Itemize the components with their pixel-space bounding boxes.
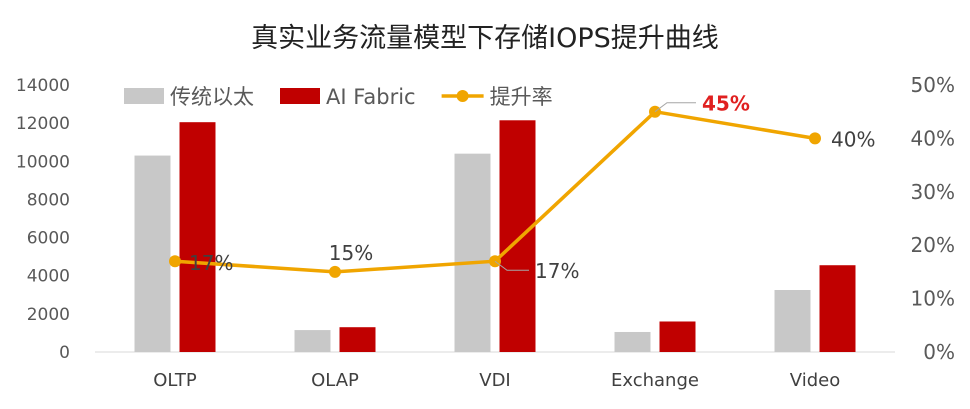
- line-point: [169, 255, 181, 268]
- legend-swatch: [124, 88, 164, 104]
- data-label: 17%: [189, 251, 233, 275]
- category-label: Exchange: [611, 370, 699, 391]
- bar-ai-fabric: [819, 265, 856, 352]
- line-point: [329, 265, 341, 278]
- left-tick-label: 6000: [27, 229, 70, 249]
- bar-ai-fabric: [659, 321, 696, 352]
- bar-ai-fabric: [339, 327, 376, 352]
- left-tick-label: 0: [59, 343, 70, 363]
- line-path: [174, 109, 816, 274]
- category-labels: OLTP OLAP VDI Exchange Video: [153, 370, 840, 391]
- bar-ai-fabric: [179, 122, 216, 352]
- left-axis-ticks: 0 2000 4000 6000 8000 10000 12000 14000: [16, 76, 70, 363]
- right-axis-ticks: 0% 10% 20% 30% 40% 50%: [911, 73, 955, 364]
- bar-ethernet: [614, 331, 651, 352]
- bar-ai-fabric: [499, 120, 536, 353]
- legend-label: AI Fabric: [326, 85, 416, 109]
- right-tick-label: 20%: [911, 233, 955, 257]
- bar-ethernet: [774, 290, 811, 352]
- left-tick-label: 4000: [27, 267, 70, 287]
- bar-ethernet: [454, 153, 491, 352]
- data-label: 45%: [702, 92, 750, 116]
- label-leader-line: [494, 260, 529, 271]
- left-tick-label: 14000: [16, 76, 70, 96]
- line-series: 17% 15% 17% 45% 40%: [169, 92, 875, 283]
- category-label: OLTP: [153, 370, 197, 391]
- left-tick-label: 12000: [16, 114, 70, 134]
- right-tick-label: 0%: [923, 340, 955, 364]
- right-tick-label: 40%: [911, 126, 955, 150]
- legend-label: 提升率: [490, 85, 553, 109]
- left-tick-label: 2000: [27, 305, 70, 325]
- line-point: [809, 132, 821, 145]
- chart-title: 真实业务流量模型下存储IOPS提升曲线: [251, 23, 719, 54]
- legend-label: 传统以太: [170, 85, 254, 109]
- label-leader-line: [654, 102, 696, 113]
- data-label: 40%: [831, 127, 875, 151]
- data-label: 15%: [329, 241, 373, 265]
- data-label: 17%: [535, 259, 579, 283]
- right-tick-label: 10%: [911, 287, 955, 311]
- left-tick-label: 10000: [16, 152, 70, 172]
- bar-ethernet: [134, 155, 171, 352]
- bar-ethernet: [294, 330, 331, 352]
- legend: 传统以太 AI Fabric 提升率: [124, 85, 553, 109]
- bar-group: [134, 120, 856, 353]
- legend-marker: [456, 90, 469, 102]
- left-tick-label: 8000: [27, 190, 70, 210]
- legend-swatch: [280, 88, 320, 104]
- category-label: Video: [790, 370, 840, 391]
- category-label: VDI: [479, 370, 510, 391]
- category-label: OLAP: [311, 370, 359, 391]
- right-tick-label: 30%: [911, 180, 955, 204]
- right-tick-label: 50%: [911, 73, 955, 97]
